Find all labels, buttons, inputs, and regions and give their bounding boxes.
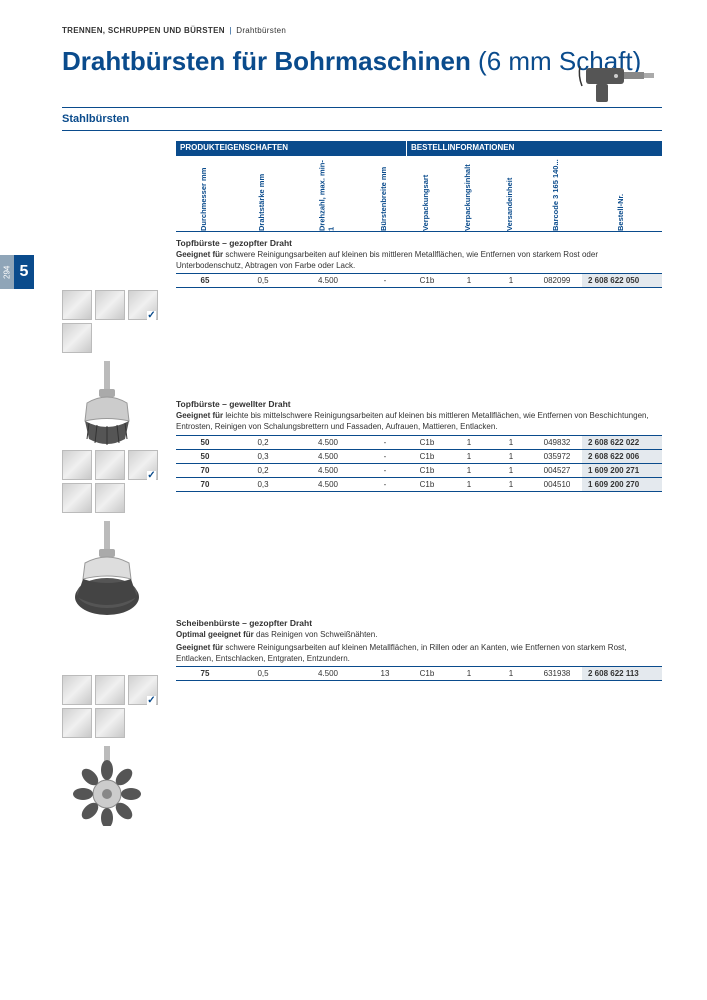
material-icons-3 [62,675,170,826]
page-tab: 294 5 [0,255,34,289]
header-group-2: BESTELLINFORMATIONEN [406,141,662,156]
table-row: 700,34.500-C1b110045101 609 200 270 [176,478,662,492]
col-order: Bestell-Nr. [582,156,662,231]
material-thumb [62,290,92,320]
table-row: 750,54.50013C1b116319382 608 622 113 [176,667,662,681]
table-row: 700,24.500-C1b110045271 609 200 271 [176,464,662,478]
table-row: 65 0,5 4.500 - C1b 1 1 082099 2 608 622 … [176,274,662,288]
material-thumb [95,675,125,705]
section-desc-2: Geeignet für leichte bis mittelschwere R… [176,411,662,433]
material-thumb [95,708,125,738]
material-thumb [95,290,125,320]
col-barcode: Barcode 3 165 140... [532,156,582,231]
product-image-cup-twisted [62,361,152,451]
section-number: 5 [14,255,34,289]
material-thumb [95,450,125,480]
breadcrumb-main: TRENNEN, SCHRUPPEN UND BÜRSTEN [62,26,225,35]
material-thumb [62,708,92,738]
table-header-groups: PRODUKTEIGENSCHAFTEN BESTELLINFORMATIONE… [176,141,662,156]
material-thumb [62,483,92,513]
breadcrumb: TRENNEN, SCHRUPPEN UND BÜRSTEN | Drahtbü… [62,26,662,35]
col-pack-type: Verpackungsart [406,156,448,231]
material-icons-1 [62,290,170,451]
col-rpm: Drehzahl, max. min-1 [292,156,364,231]
data-table-2: 500,24.500-C1b110498322 608 622 022 500,… [176,435,662,492]
col-wire: Drahtstärke mm [234,156,292,231]
subtitle: Stahlbürsten [62,107,662,131]
col-diameter: Durchmesser mm [176,156,234,231]
material-thumb-selected [128,290,158,320]
material-thumb [95,483,125,513]
table-row: 500,34.500-C1b110359722 608 622 006 [176,450,662,464]
breadcrumb-separator: | [229,26,231,35]
material-thumb [62,450,92,480]
breadcrumb-sub: Drahtbürsten [236,26,286,35]
page-title: Drahtbürsten für Bohrmaschinen (6 mm Sch… [62,47,662,77]
column-headers: Durchmesser mm Drahtstärke mm Drehzahl, … [176,156,662,232]
data-table-1: 65 0,5 4.500 - C1b 1 1 082099 2 608 622 … [176,273,662,288]
section-title-1: Topfbürste – gezopfter Draht [176,238,662,248]
section-desc-1: Geeignet für schwere Reinigungsarbeiten … [176,250,662,272]
material-thumb [62,675,92,705]
table-row: 500,24.500-C1b110498322 608 622 022 [176,436,662,450]
page-number: 294 [0,255,14,289]
data-table-3: 750,54.50013C1b116319382 608 622 113 [176,666,662,681]
product-image-wheel-twisted [62,746,152,826]
material-thumb-selected [128,450,158,480]
col-width: Bürstenbreite mm [364,156,406,231]
product-image-cup-crimped [62,521,152,621]
section-title-3: Scheibenbürste – gezopfter Draht [176,618,662,628]
title-bold: Drahtbürsten für Bohrmaschinen [62,46,471,76]
col-ship-unit: Versandeinheit [490,156,532,231]
material-thumb-selected [128,675,158,705]
section-desc-3a: Optimal geeignet für das Reinigen von Sc… [176,630,662,641]
section-title-2: Topfbürste – gewellter Draht [176,399,662,409]
material-icons-2 [62,450,170,621]
col-pack-content: Verpackungsinhalt [448,156,490,231]
drill-icon [576,56,656,106]
section-desc-3b: Geeignet für schwere Reinigungsarbeiten … [176,643,662,665]
material-thumb [62,323,92,353]
header-group-1: PRODUKTEIGENSCHAFTEN [176,141,406,156]
